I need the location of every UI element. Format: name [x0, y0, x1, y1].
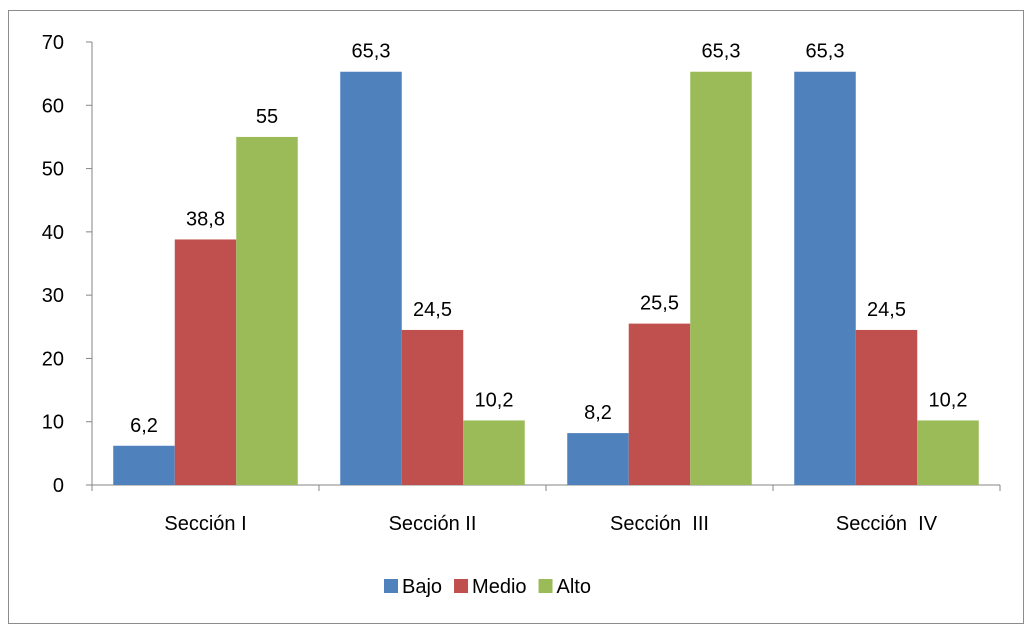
- data-label: 24,5: [867, 299, 906, 321]
- y-tick-label: 60: [42, 95, 64, 117]
- x-tick-label: Sección II: [389, 513, 477, 535]
- bar: [463, 420, 525, 485]
- y-tick-label: 0: [53, 475, 64, 497]
- y-tick-label: 40: [42, 222, 64, 244]
- bar: [917, 420, 979, 485]
- x-tick-label: Sección III: [610, 513, 709, 535]
- legend-label: Medio: [472, 576, 526, 598]
- bars-group: [113, 71, 979, 485]
- data-label: 10,2: [475, 389, 514, 411]
- data-label: 65,3: [352, 41, 391, 63]
- bar: [174, 239, 237, 485]
- bar: [794, 71, 856, 485]
- bar: [855, 329, 918, 485]
- bar: [236, 136, 298, 485]
- y-tick-label: 20: [42, 348, 64, 370]
- x-axis: Sección I Sección II Sección III Sección IV: [91, 484, 1001, 535]
- x-tick-label: Sección IV: [836, 513, 938, 535]
- legend-swatch: [538, 579, 553, 593]
- y-tick-label: 50: [42, 159, 64, 181]
- data-label: 55: [256, 106, 278, 128]
- legend: Bajo Medio Alto: [384, 576, 591, 598]
- bar: [690, 71, 752, 485]
- data-labels-group: 6,2 38,8 55 65,3 24,5 10,2 8,2 25,5 65,3 65,3 24,5…: [130, 41, 967, 437]
- y-tick-label: 30: [42, 285, 64, 307]
- bar: [401, 329, 464, 485]
- x-tick-label: Sección I: [164, 513, 246, 535]
- legend-label: Bajo: [402, 576, 442, 598]
- bar: [113, 445, 175, 485]
- y-tick-label: 70: [42, 32, 64, 54]
- data-label: 10,2: [929, 389, 968, 411]
- bar: [628, 323, 691, 485]
- data-label: 24,5: [413, 299, 452, 321]
- legend-swatch: [384, 579, 398, 593]
- data-label: 6,2: [130, 415, 158, 437]
- legend-label: Alto: [557, 576, 591, 598]
- bar: [340, 71, 402, 485]
- data-label: 38,8: [186, 208, 225, 230]
- data-label: 8,2: [584, 402, 612, 424]
- legend-swatch: [454, 579, 469, 593]
- bar: [567, 433, 629, 485]
- data-label: 65,3: [806, 41, 845, 63]
- y-axis: 0 10 20 30 40 50 60 70: [42, 32, 93, 497]
- data-label: 25,5: [640, 293, 679, 315]
- y-tick-label: 10: [42, 412, 64, 434]
- data-label: 65,3: [702, 41, 741, 63]
